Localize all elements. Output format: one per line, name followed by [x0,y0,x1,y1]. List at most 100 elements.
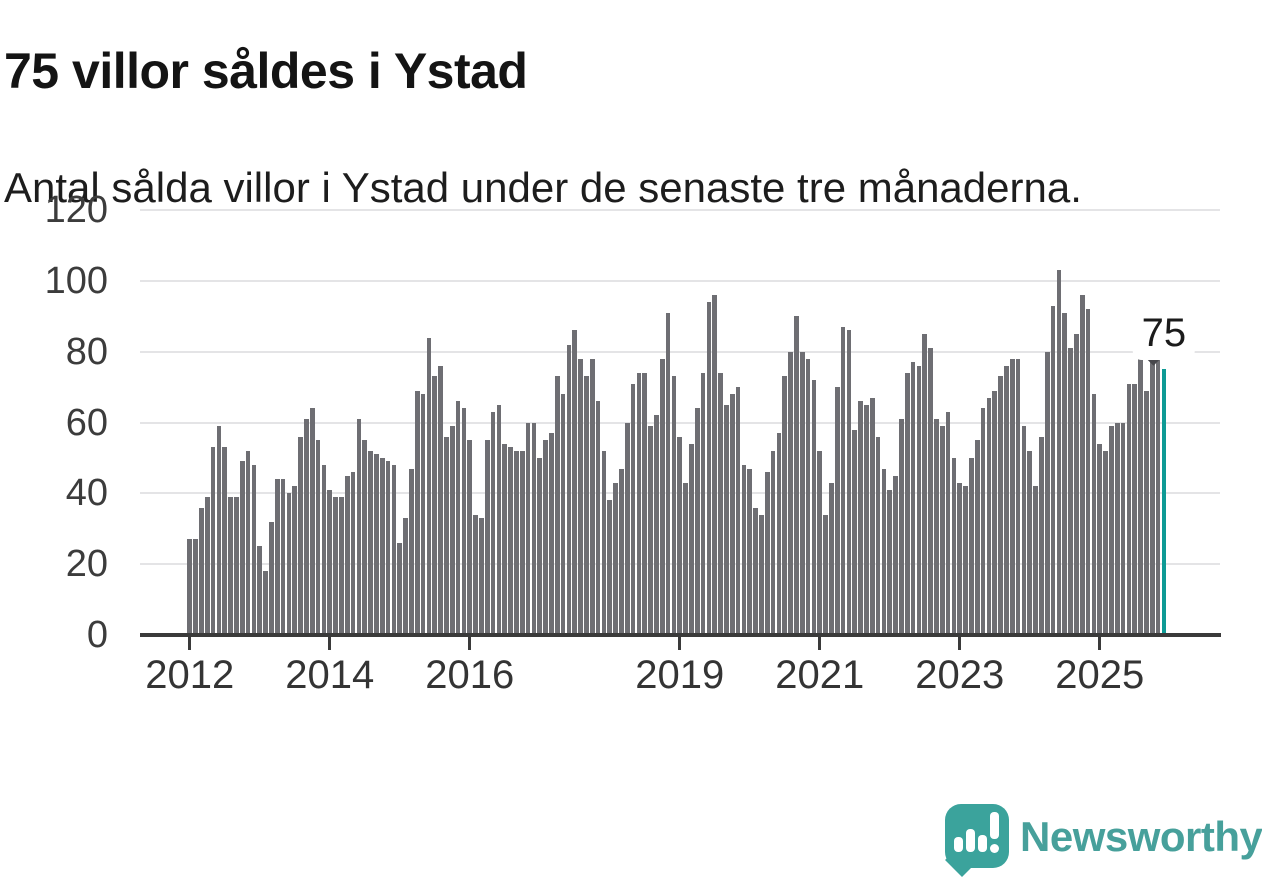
bar [875,436,881,635]
bar [1120,422,1126,635]
bar [770,450,776,635]
bar [426,337,432,635]
bar [239,461,245,635]
bar [1149,362,1155,635]
bar [566,344,572,635]
gridline [140,209,1220,211]
x-axis-tick [468,637,472,650]
bar [706,302,712,635]
bar [1144,390,1149,635]
bar [309,408,315,635]
bar [957,482,963,635]
bar [1103,450,1108,635]
bar [1062,312,1068,635]
bar [619,468,624,635]
bar [484,440,490,635]
y-axis-label: 40 [65,472,108,515]
bar [578,358,583,635]
bar [479,518,484,635]
x-axis-label: 2019 [635,653,725,697]
bar [1074,333,1079,635]
bar [986,397,992,635]
bar [269,521,274,635]
bar [928,348,933,635]
bar [724,404,729,635]
bar [531,422,537,635]
bar [823,514,828,635]
bar [939,426,945,635]
bar [998,376,1003,635]
bar [228,496,233,635]
y-axis-label: 0 [86,614,108,656]
bar [1079,295,1085,635]
bar [858,401,863,635]
bar [980,408,986,635]
bar [414,390,420,635]
logo-bar-1-icon [954,837,963,852]
bar [992,390,998,635]
bar [537,457,543,635]
bar [829,482,834,635]
bar [654,415,659,635]
bar [817,450,823,635]
bar [969,457,974,635]
bar [1138,337,1143,635]
bar [677,436,683,635]
bar [263,571,268,635]
bar [1056,270,1062,635]
bar [607,500,613,635]
x-axis-tick [328,637,332,650]
bar [455,401,461,635]
bar [753,507,758,635]
gridline [140,421,1220,424]
bar [438,365,443,635]
bar [391,465,397,635]
bar [199,507,204,635]
bar [747,468,753,635]
brand-name: Newsworthy [1020,813,1262,860]
bar [642,372,648,635]
bar [1039,436,1044,635]
bar [1021,426,1027,635]
bar [735,387,741,635]
bar [1132,383,1138,635]
bar [794,316,799,635]
bar [881,468,887,635]
bar [601,450,607,635]
x-axis-tick [958,637,962,650]
bar [1109,426,1114,635]
bar [490,411,496,635]
x-axis-label: 2014 [285,653,375,697]
logo-exclamation-icon [990,812,999,839]
page-title: 75 villor såldes i Ystad [4,42,528,99]
bar [298,436,303,635]
bar [887,489,893,635]
bar [613,482,618,635]
bar [286,493,292,635]
bar [934,418,939,635]
y-axis-label: 60 [65,401,108,444]
bar [432,376,438,635]
bar [187,539,193,635]
bar [840,326,846,635]
bar [473,514,478,635]
bar [1050,305,1056,635]
bar [222,447,228,635]
bar [910,362,916,635]
bar [216,426,222,635]
bar [397,542,403,635]
bar [245,450,251,635]
bar [683,482,688,635]
bar [1155,355,1161,635]
bar [922,333,928,635]
bar [759,514,764,635]
bar [1085,309,1091,635]
bar [764,472,770,635]
bar [1091,394,1097,635]
bar [374,454,379,635]
page-subtitle: Antal sålda villor i Ystad under de sena… [4,164,1082,211]
x-axis-label: 2012 [145,653,235,697]
logo-exclamation-dot-icon [990,844,999,853]
bar [280,479,286,635]
